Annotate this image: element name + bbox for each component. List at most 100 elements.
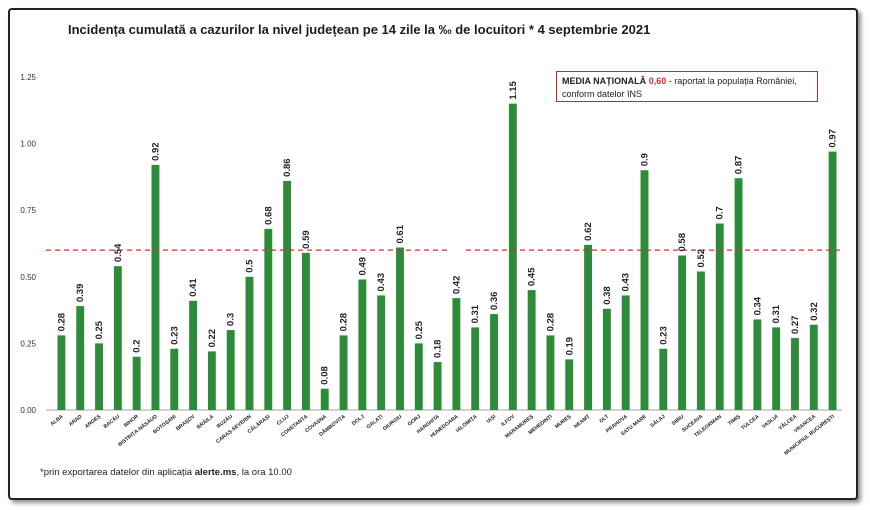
bar xyxy=(396,247,404,410)
data-label: 0.23 xyxy=(658,326,669,345)
bar xyxy=(95,343,103,410)
data-label: 0.32 xyxy=(809,302,820,321)
y-tick-label: 0.25 xyxy=(20,339,36,348)
bar xyxy=(170,348,179,410)
data-label: 0.39 xyxy=(75,284,86,303)
category-label: NEAMȚ xyxy=(573,413,592,430)
legend-line2: conform datelor INS xyxy=(562,89,643,99)
category-label: BRĂILA xyxy=(195,413,215,431)
legend-value: 0,60 xyxy=(648,76,667,86)
category-label: BACĂU xyxy=(102,413,121,430)
category-label: CLUJ xyxy=(276,414,290,427)
data-label: 0.19 xyxy=(564,337,575,356)
data-label: 0.36 xyxy=(489,292,500,311)
bar xyxy=(640,170,649,410)
category-label: GIURGIU xyxy=(382,414,403,433)
category-label: IALOMIȚA xyxy=(455,414,479,434)
category-label: ARAD xyxy=(68,414,84,428)
data-label: 0.68 xyxy=(263,206,274,225)
bar xyxy=(245,276,254,410)
y-tick-label: 0.50 xyxy=(20,273,36,282)
data-label: 1.15 xyxy=(508,80,519,99)
bar xyxy=(414,343,423,410)
bar xyxy=(508,103,517,410)
data-label: 0.27 xyxy=(790,316,801,335)
category-label: SIBIU xyxy=(671,414,686,427)
bar xyxy=(828,151,837,411)
bar xyxy=(471,327,480,410)
bar xyxy=(809,324,818,410)
footnote-prefix: *prin exportarea datelor din aplicația xyxy=(40,467,195,478)
legend-label: MEDIA NAȚIONALĂ xyxy=(562,76,647,86)
bar xyxy=(546,335,555,410)
category-label: OLT xyxy=(599,413,611,424)
bar xyxy=(584,244,593,410)
category-label: ARGEȘ xyxy=(84,414,103,430)
footnote-suffix: , la ora 10.00 xyxy=(236,467,292,478)
data-label: 0.49 xyxy=(357,257,368,276)
legend-rest: - raportat la populația României, xyxy=(666,76,797,86)
data-label: 0.97 xyxy=(828,129,839,148)
data-label: 0.31 xyxy=(470,304,481,323)
category-labels: ALBA ARAD ARGEȘ BACĂU BIHORBISTRIȚA-NĂSĂUDBO… xyxy=(50,413,837,457)
data-label: 0.45 xyxy=(527,267,538,286)
bar xyxy=(339,335,348,410)
bar xyxy=(433,362,442,410)
data-label: 0.92 xyxy=(150,142,161,161)
data-labels: 0.28 0.39 0.25 0.54 0.2 0.92 0.23 0.41 0.22 0.3 0.… xyxy=(56,80,838,384)
y-tick-label: 0.75 xyxy=(20,206,36,215)
category-label: GORJ xyxy=(407,414,422,428)
bar xyxy=(320,388,329,410)
bar xyxy=(753,319,762,410)
y-tick-label: 0.00 xyxy=(20,406,36,415)
category-label: SĂLAJ xyxy=(649,413,667,429)
bar xyxy=(715,223,724,410)
bar xyxy=(301,252,310,410)
bar xyxy=(772,327,781,410)
data-label: 0.2 xyxy=(132,340,143,353)
footnote-app: alerte.ms xyxy=(194,467,237,478)
data-label: 0.38 xyxy=(602,286,613,305)
footnote: *prin exportarea datelor din aplicația a… xyxy=(40,467,292,478)
data-label: 0.58 xyxy=(677,233,688,252)
category-label: TULCEA xyxy=(740,414,760,432)
data-label: 0.5 xyxy=(245,259,256,273)
data-label: 0.43 xyxy=(621,273,632,292)
bar xyxy=(602,308,611,410)
category-label: DOLJ xyxy=(351,414,366,427)
bar xyxy=(207,351,216,410)
bar xyxy=(283,180,292,410)
chart-title: Incidența cumulată a cazurilor la nivel … xyxy=(68,22,651,37)
category-label: ILFOV xyxy=(500,414,516,428)
y-axis-ticks: 0.00 0.25 0.50 0.75 1.00 1.25 xyxy=(20,73,36,415)
y-tick-label: 1.25 xyxy=(20,73,36,82)
bar xyxy=(452,298,461,410)
data-label: 0.52 xyxy=(696,249,707,268)
bar xyxy=(57,335,66,410)
data-label: 0.3 xyxy=(226,313,237,326)
bar xyxy=(264,228,273,410)
bar xyxy=(565,359,574,410)
data-label: 0.9 xyxy=(640,153,651,166)
bar xyxy=(132,356,141,410)
category-label: BRAȘOV xyxy=(175,414,197,433)
data-label: 0.18 xyxy=(433,340,444,359)
data-label: 0.61 xyxy=(395,224,406,243)
data-label: 0.08 xyxy=(320,366,331,385)
bars xyxy=(57,103,837,411)
data-label: 0.28 xyxy=(56,313,67,332)
data-label: 0.25 xyxy=(414,320,425,339)
data-label: 0.42 xyxy=(451,276,462,295)
data-label: 0.59 xyxy=(301,230,312,249)
category-label: MUREȘ xyxy=(554,414,573,431)
bar xyxy=(151,164,160,410)
data-label: 0.25 xyxy=(94,320,105,339)
data-label: 0.54 xyxy=(113,243,124,262)
bar xyxy=(734,178,743,410)
data-label: 0.31 xyxy=(771,304,782,323)
bar xyxy=(527,290,536,410)
data-label: 0.87 xyxy=(734,156,745,175)
bar xyxy=(189,300,198,410)
y-tick-label: 1.00 xyxy=(20,140,36,149)
